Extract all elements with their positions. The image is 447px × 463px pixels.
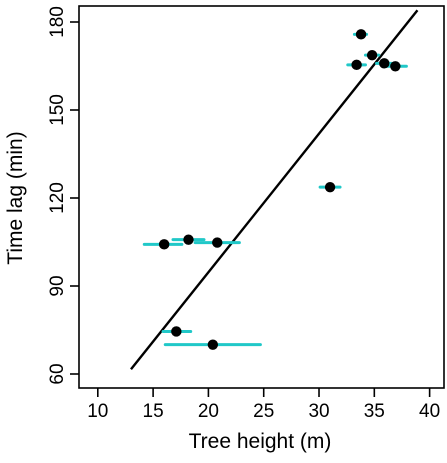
data-point [183, 234, 194, 245]
data-point [379, 58, 390, 69]
y-axis-title: Time lag (min) [4, 131, 27, 264]
x-tick-label: 40 [419, 401, 440, 422]
y-tick-label-group: 180 [47, 6, 68, 38]
x-tick-label: 25 [253, 401, 274, 422]
y-tick-label-group: 120 [47, 182, 68, 214]
x-tick-label: 10 [87, 401, 108, 422]
fit-line-group [130, 9, 419, 371]
y-tick-label: 60 [47, 363, 68, 384]
plot-frame [78, 5, 445, 389]
data-point [366, 49, 378, 61]
x-tick-label: 15 [143, 401, 164, 422]
x-tick-label: 30 [308, 401, 329, 422]
y-axis: 60 90 120 150 180 [47, 6, 79, 385]
data-point [207, 339, 219, 350]
y-tick-label: 180 [47, 6, 68, 38]
data-point [158, 239, 170, 250]
data-point [390, 61, 401, 72]
x-axis: 10 15 20 25 30 35 40 [87, 388, 440, 422]
x-axis-title: Tree height (m) [189, 430, 332, 453]
data-point [351, 59, 362, 71]
data-point [171, 326, 182, 337]
y-tick-label-group: 60 [47, 363, 68, 384]
data-point [355, 29, 367, 40]
data-points [158, 29, 401, 350]
data-point [324, 181, 336, 193]
x-tick-label: 20 [198, 401, 219, 422]
y-tick-label: 90 [47, 275, 68, 296]
x-tick-label: 35 [364, 401, 385, 422]
y-tick-label-group: 90 [47, 275, 68, 296]
fit-line [130, 9, 419, 371]
y-tick-label: 150 [47, 94, 68, 126]
y-tick-label-group: 150 [47, 94, 68, 126]
y-tick-label: 120 [47, 182, 68, 214]
data-point [212, 237, 223, 248]
